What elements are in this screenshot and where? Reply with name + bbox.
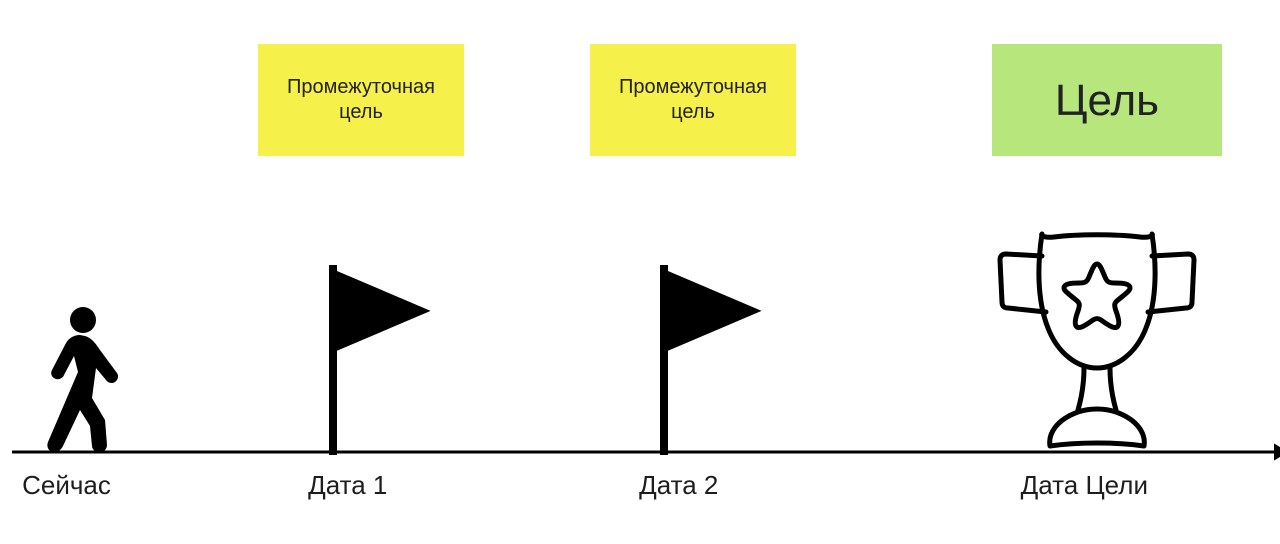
axis-label-goal: Дата Цели bbox=[1021, 470, 1170, 501]
milestone-box-2: Промежуточная цель bbox=[590, 44, 796, 156]
milestone-flag-icon-1 bbox=[325, 265, 445, 455]
walking-person-icon bbox=[30, 302, 120, 452]
milestone-flag-icon-2 bbox=[656, 265, 776, 455]
goal-box: Цель bbox=[992, 44, 1222, 156]
axis-label-milestone-2: Дата 2 bbox=[639, 470, 745, 501]
timeline-diagram: Сейчас Промежуточная цель Дата 1 Промежуточ… bbox=[0, 0, 1280, 544]
milestone-box-1: Промежуточная цель bbox=[258, 44, 464, 156]
trophy-icon bbox=[988, 220, 1206, 452]
axis-label-now: Сейчас bbox=[22, 470, 128, 501]
axis-label-milestone-1: Дата 1 bbox=[308, 470, 414, 501]
